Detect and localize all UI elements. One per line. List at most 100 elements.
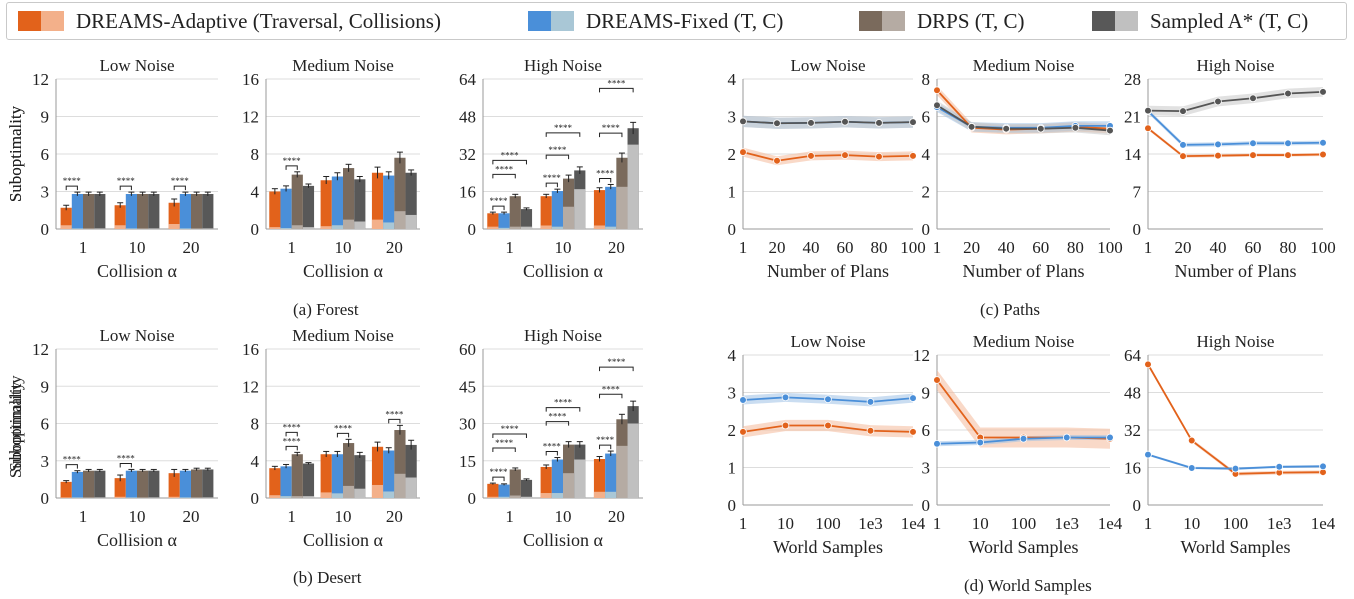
bar-sampled-a-collisions [148,497,160,498]
bar-dreams-fixed-traversal [498,484,510,498]
point-dreams-adaptive [773,156,781,165]
y-tick-label: 4 [922,145,931,164]
bar-dreams-adaptive-collisions [114,496,126,498]
bar-dreams-fixed-collisions [331,493,343,498]
bar-sampled-a-collisions [94,228,106,229]
significance-label: **** [501,424,520,434]
significance-label: **** [489,467,508,477]
significance-bracket [599,444,612,450]
x-tick-label: 1 [933,514,942,533]
point-sampled-a [807,119,815,127]
point-sampled-a [1106,126,1114,135]
x-tick-label: 10 [1183,514,1200,533]
significance-label: **** [543,173,562,183]
x-tick-label: 1 [1144,238,1153,257]
x-axis-label: Collision α [303,530,384,550]
chart-title-low-noise: Low Noise [790,56,865,75]
point-dreams-adaptive [824,421,832,430]
significance-label: **** [495,164,514,174]
bar-sampled-a-collisions [405,477,417,498]
x-tick-label: 40 [998,238,1015,257]
legend-swatch-light [1115,11,1138,31]
bar-drps-traversal [191,194,203,229]
bar-dreams-fixed-traversal [71,471,83,498]
x-tick-label: 20 [608,238,625,257]
bar-drps-traversal [83,194,95,229]
y-tick-label: 6 [922,108,931,127]
x-axis-label: Collision α [97,530,178,550]
significance-bracket [545,182,558,188]
bar-drps-traversal [563,178,575,229]
y-axis-label: Suboptimality [6,375,25,472]
significance-bracket [545,451,558,456]
point-dreams-adaptive [1249,151,1257,159]
significance-label: **** [117,176,136,186]
bar-sampled-a-traversal [302,185,315,229]
y-tick-label: 16 [242,70,259,89]
legend-swatch-light [41,11,64,31]
legend-swatch-dark [1092,11,1115,31]
bar-dreams-adaptive-collisions [371,219,384,229]
x-tick-label: 1e4 [901,514,926,533]
y-tick-label: 4 [251,452,260,471]
point-sampled-a [1071,123,1080,132]
bar-sampled-a-collisions [148,228,160,229]
y-tick-label: 64 [1124,346,1142,365]
bar-sampled-a-traversal [520,479,533,498]
bar-dreams-adaptive-traversal [593,459,606,498]
significance-bracket [545,154,570,160]
y-tick-label: 12 [242,108,259,127]
x-tick-label: 1 [505,507,514,526]
y-tick-label: 6 [41,415,50,434]
bar-sampled-a-collisions [354,488,366,498]
y-tick-label: 8 [251,145,260,164]
bar-drps-collisions [563,206,575,229]
bar-sampled-a-collisions [520,496,533,498]
x-tick-label: 1e4 [1311,514,1336,533]
bar-dreams-adaptive-collisions [60,497,72,498]
significance-label: **** [171,176,190,186]
bar-dreams-fixed-traversal [71,194,83,229]
bar-dreams-adaptive-collisions [320,492,332,498]
significance-bracket [599,132,623,138]
significance-bracket [492,205,505,211]
bar-dreams-adaptive-traversal [487,213,499,229]
caption-world-samples: (d) World Samples [964,576,1092,595]
bar-dreams-adaptive-collisions [269,495,281,498]
point-dreams-adaptive [739,148,747,156]
bar-dreams-fixed-collisions [551,493,563,498]
y-tick-label: 0 [728,220,737,239]
point-dreams-adaptive [1187,436,1196,445]
bar-dreams-fixed-collisions [498,227,510,229]
bar-drps-collisions [616,186,628,229]
bar-drps-collisions [394,473,406,498]
x-tick-label: 1 [739,514,748,533]
x-tick-label: 20 [769,238,786,257]
x-tick-label: 20 [183,507,200,526]
significance-bracket [119,185,132,191]
bar-drps-collisions [343,219,355,229]
y-tick-label: 3 [41,452,50,471]
line-dreams-adaptive [1147,127,1324,158]
bar-dreams-adaptive-traversal [168,202,180,229]
bar-dreams-adaptive-collisions [114,225,126,229]
point-dreams-fixed [1319,462,1327,471]
bar-dreams-adaptive-traversal [114,205,126,229]
y-tick-label: 16 [459,183,476,202]
line-dreams-fixed [1147,110,1324,146]
x-tick-label: 1 [505,238,514,257]
y-axis-label: Suboptimality [6,105,25,202]
y-tick-label: 64 [459,70,477,89]
chart-title-high-noise: High Noise [524,56,602,75]
y-tick-label: 0 [922,496,931,515]
x-tick-label: 20 [386,238,403,257]
bar-sampled-a-traversal [405,172,417,229]
significance-bracket [65,464,78,469]
point-dreams-adaptive [739,428,747,436]
y-tick-label: 0 [1133,220,1142,239]
point-dreams-fixed [1187,464,1196,472]
bar-drps-traversal [83,470,95,498]
x-axis-label: World Samples [773,537,883,557]
x-tick-label: 20 [608,507,625,526]
bar-dreams-adaptive-collisions [593,491,606,498]
